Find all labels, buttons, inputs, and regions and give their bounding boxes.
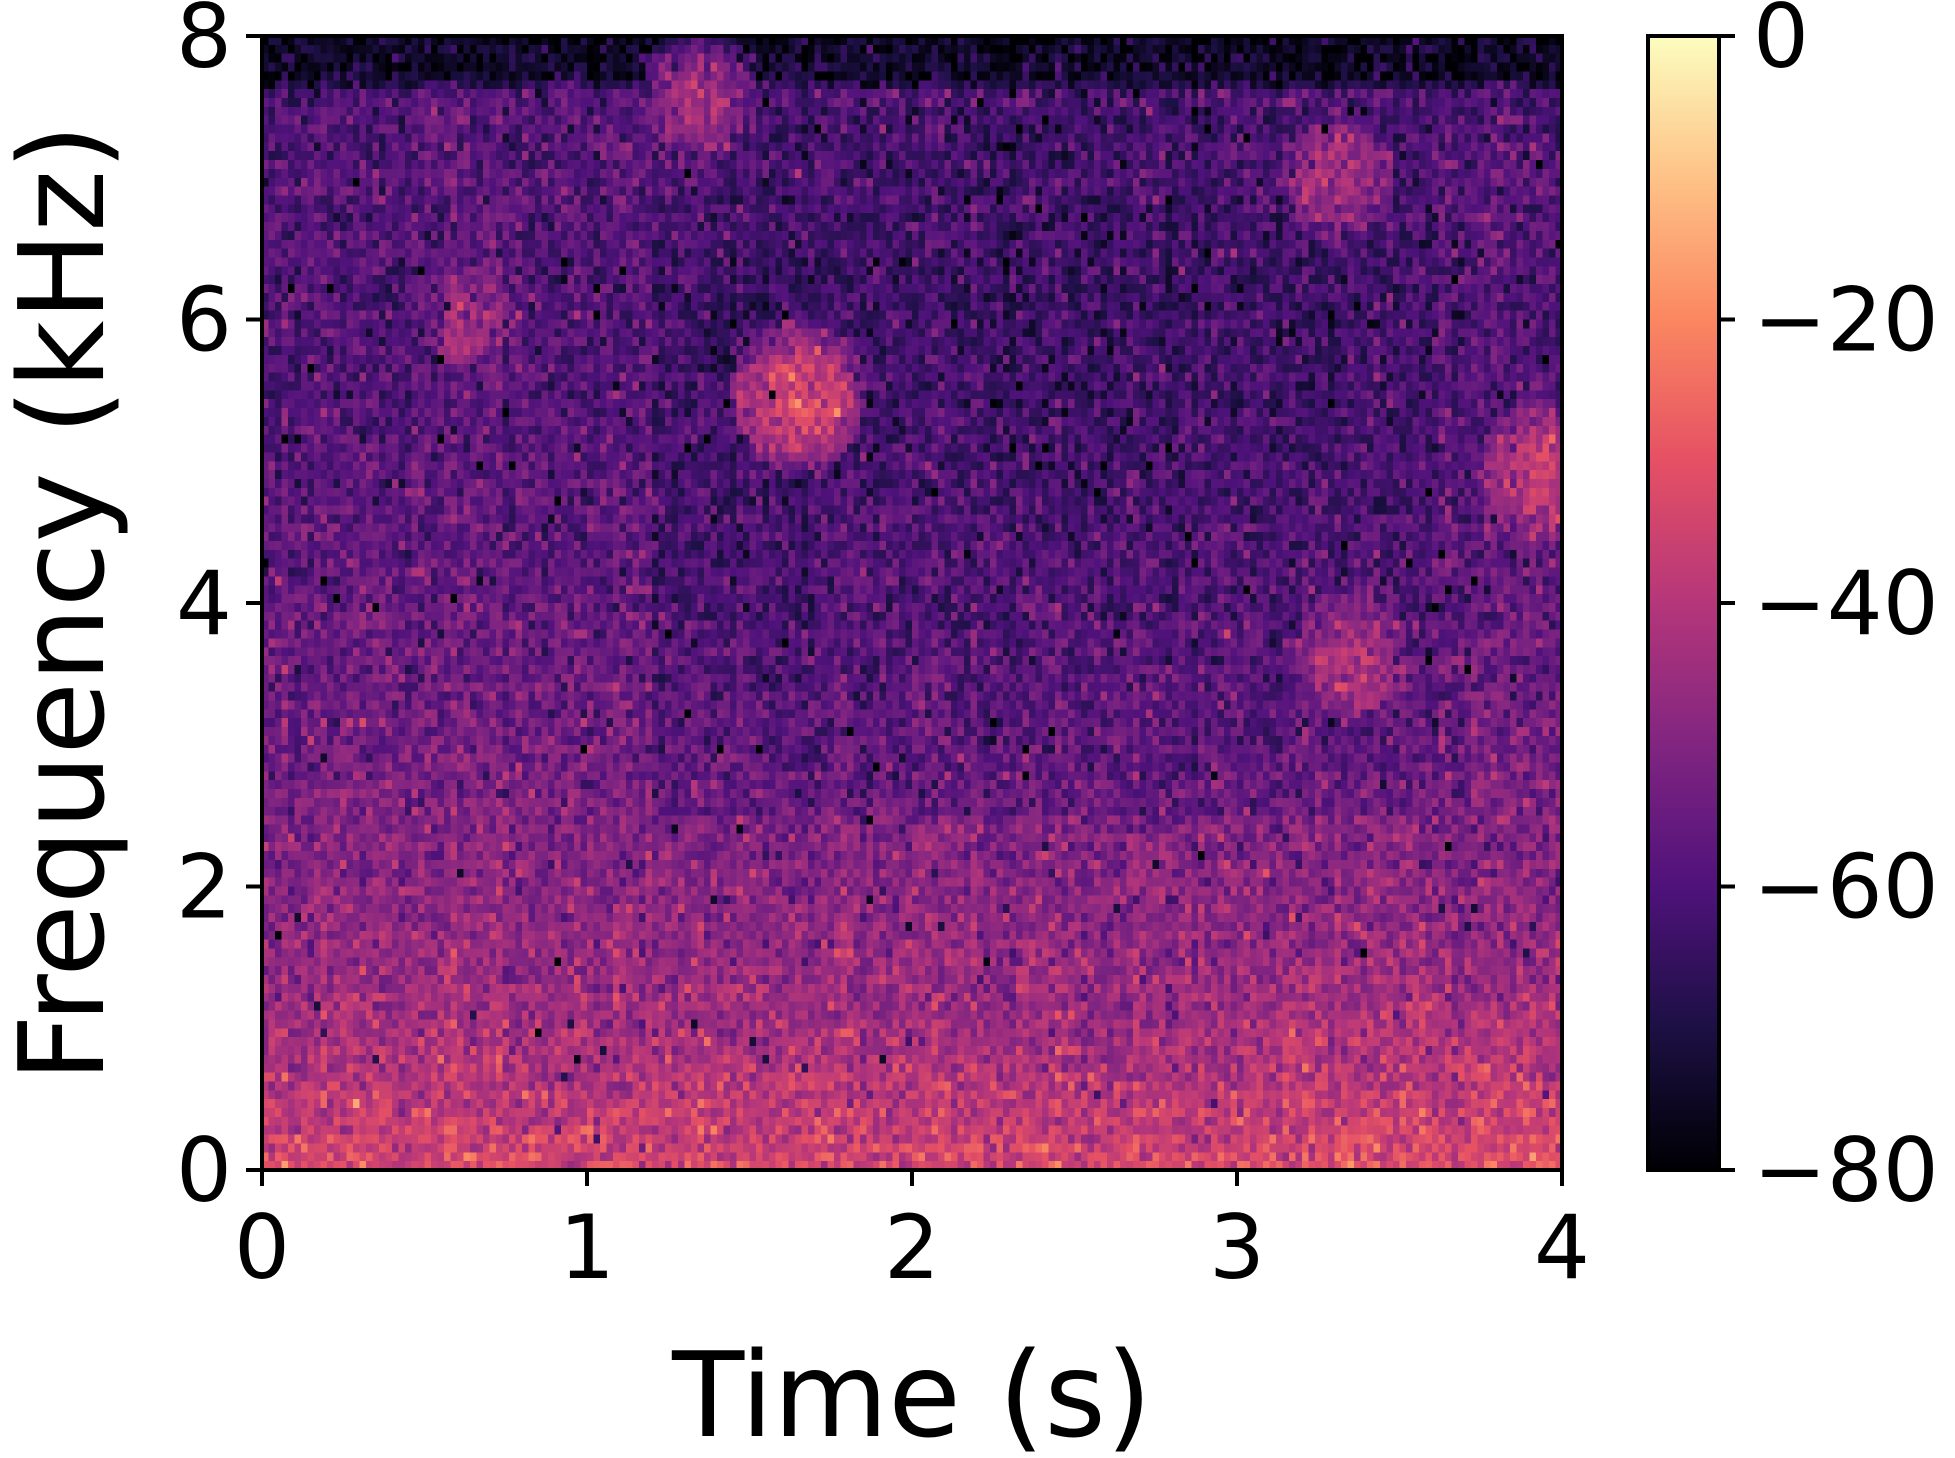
plot-area <box>260 34 1564 1172</box>
x-tick-label: 4 <box>1534 1196 1590 1299</box>
y-tick-label: 0 <box>176 1119 232 1222</box>
colorbar-tick-label: −20 <box>1753 269 1939 372</box>
y-axis: 0 2 4 6 8 <box>176 0 262 1222</box>
x-tick-label: 1 <box>559 1196 615 1299</box>
colorbar: 0 −20 −40 −60 −80 <box>1646 0 1939 1222</box>
x-axis-label: Time (s) <box>671 1326 1152 1458</box>
x-tick-label: 2 <box>884 1196 940 1299</box>
x-axis: 0 1 2 3 4 <box>234 1170 1590 1299</box>
colorbar-tick-label: −60 <box>1753 836 1939 939</box>
y-tick-label: 4 <box>176 552 232 655</box>
y-tick-label: 8 <box>176 0 232 88</box>
colorbar-tick-label: −40 <box>1753 552 1939 655</box>
colorbar-ticks: 0 −20 −40 −60 −80 <box>1719 0 1939 1222</box>
colorbar-tick-label: 0 <box>1753 0 1809 88</box>
spectrogram-heatmap <box>262 36 1562 1170</box>
colorbar-gradient <box>1648 36 1719 1170</box>
y-axis-label: Frequency (kHz) <box>0 124 131 1082</box>
colorbar-tick-label: −80 <box>1753 1119 1939 1222</box>
y-tick-label: 2 <box>176 836 232 939</box>
y-tick-label: 6 <box>176 269 232 372</box>
x-tick-label: 0 <box>234 1196 290 1299</box>
x-tick-label: 3 <box>1209 1196 1265 1299</box>
